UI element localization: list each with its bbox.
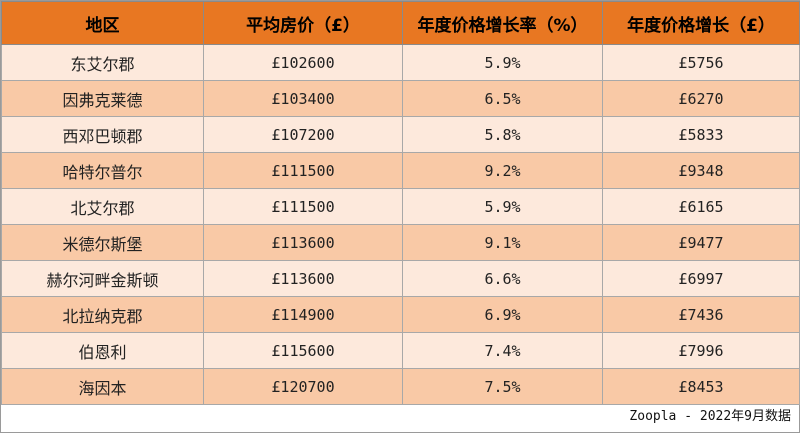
table-row: 哈特尔普尔 £111500 9.2% £9348 <box>1 152 800 189</box>
header-row: 地区 平均房价（£） 年度价格增长率（%） 年度价格增长（£） <box>1 1 800 45</box>
cell-growth: £9348 <box>602 152 800 189</box>
cell-growth-rate: 7.5% <box>402 368 603 405</box>
cell-growth-rate: 6.6% <box>402 260 603 297</box>
cell-growth: £6270 <box>602 80 800 117</box>
cell-growth: £6997 <box>602 260 800 297</box>
source-note: Zoopla - 2022年9月数据 <box>629 409 791 424</box>
cell-average-price: £113600 <box>203 224 403 261</box>
table-row: 赫尔河畔金斯顿 £113600 6.6% £6997 <box>1 260 800 297</box>
cell-growth: £8453 <box>602 368 800 405</box>
cell-average-price: £120700 <box>203 368 403 405</box>
cell-average-price: £113600 <box>203 260 403 297</box>
cell-region: 北拉纳克郡 <box>1 296 204 333</box>
cell-region: 伯恩利 <box>1 332 204 369</box>
cell-region: 北艾尔郡 <box>1 188 204 225</box>
house-price-table: 地区 平均房价（£） 年度价格增长率（%） 年度价格增长（£） 东艾尔郡 £10… <box>1 1 800 405</box>
cell-growth-rate: 6.5% <box>402 80 603 117</box>
table-row: 北拉纳克郡 £114900 6.9% £7436 <box>1 296 800 333</box>
table-row: 米德尔斯堡 £113600 9.1% £9477 <box>1 224 800 261</box>
table-row: 伯恩利 £115600 7.4% £7996 <box>1 332 800 369</box>
header-average-price: 平均房价（£） <box>203 1 403 45</box>
cell-average-price: £102600 <box>203 44 403 81</box>
cell-region: 海因本 <box>1 368 204 405</box>
table-row: 北艾尔郡 £111500 5.9% £6165 <box>1 188 800 225</box>
header-annual-growth: 年度价格增长（£） <box>602 1 800 45</box>
cell-growth-rate: 9.1% <box>402 224 603 261</box>
table-row: 海因本 £120700 7.5% £8453 <box>1 368 800 405</box>
cell-growth: £7436 <box>602 296 800 333</box>
cell-growth-rate: 5.9% <box>402 44 603 81</box>
table-row: 西邓巴顿郡 £107200 5.8% £5833 <box>1 116 800 153</box>
cell-growth: £5833 <box>602 116 800 153</box>
cell-region: 米德尔斯堡 <box>1 224 204 261</box>
cell-region: 因弗克莱德 <box>1 80 204 117</box>
cell-average-price: £111500 <box>203 152 403 189</box>
cell-average-price: £114900 <box>203 296 403 333</box>
header-region: 地区 <box>1 1 204 45</box>
cell-region: 赫尔河畔金斯顿 <box>1 260 204 297</box>
cell-growth-rate: 5.9% <box>402 188 603 225</box>
header-annual-growth-rate: 年度价格增长率（%） <box>402 1 603 45</box>
cell-growth-rate: 6.9% <box>402 296 603 333</box>
cell-growth: £9477 <box>602 224 800 261</box>
cell-average-price: £103400 <box>203 80 403 117</box>
cell-growth: £7996 <box>602 332 800 369</box>
cell-region: 哈特尔普尔 <box>1 152 204 189</box>
table-row: 东艾尔郡 £102600 5.9% £5756 <box>1 44 800 81</box>
cell-region: 西邓巴顿郡 <box>1 116 204 153</box>
cell-growth-rate: 9.2% <box>402 152 603 189</box>
cell-average-price: £111500 <box>203 188 403 225</box>
cell-average-price: £115600 <box>203 332 403 369</box>
cell-region: 东艾尔郡 <box>1 44 204 81</box>
table-row: 因弗克莱德 £103400 6.5% £6270 <box>1 80 800 117</box>
cell-growth-rate: 7.4% <box>402 332 603 369</box>
cell-growth: £6165 <box>602 188 800 225</box>
cell-growth-rate: 5.8% <box>402 116 603 153</box>
cell-average-price: £107200 <box>203 116 403 153</box>
cell-growth: £5756 <box>602 44 800 81</box>
